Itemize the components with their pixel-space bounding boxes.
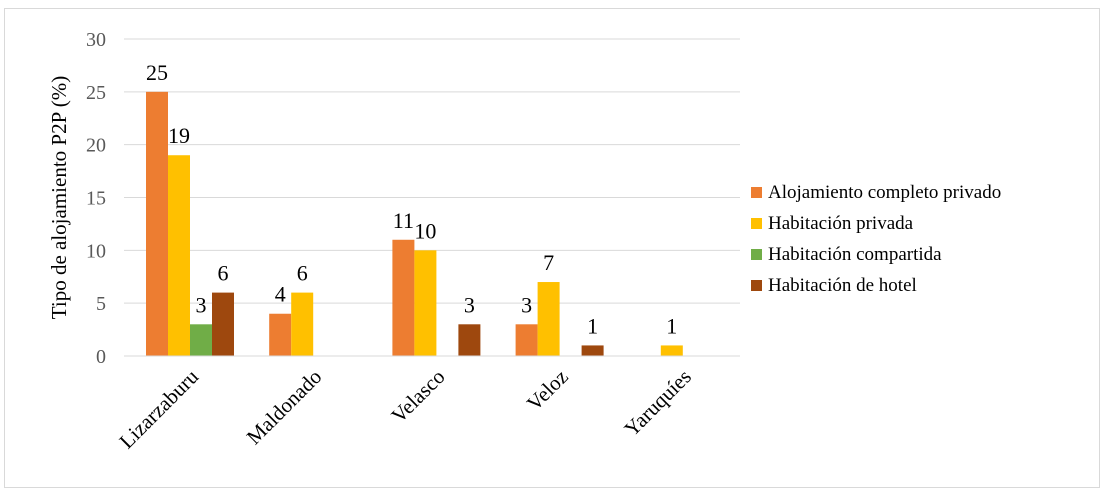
legend-label-1: Habitación privada <box>768 213 914 234</box>
data-label-lizarzaburu-2: 3 <box>196 292 207 317</box>
data-label-yaruquíes-1: 1 <box>666 313 677 338</box>
bar-velasco-1 <box>414 250 437 356</box>
legend-label-2: Habitación compartida <box>768 244 942 265</box>
bar-maldonado-1 <box>291 292 314 356</box>
y-tick-label-5: 5 <box>96 293 106 315</box>
y-tick-label-25: 25 <box>86 82 106 104</box>
bar-veloz-1 <box>537 282 560 356</box>
bar-lizarzaburu-3 <box>212 292 234 356</box>
bar-lizarzaburu-2 <box>190 324 212 356</box>
bar-veloz-3 <box>581 345 604 356</box>
legend-label-3: Habitación de hotel <box>768 275 917 296</box>
y-tick-label-10: 10 <box>86 240 106 262</box>
bar-lizarzaburu-1 <box>168 155 190 356</box>
x-category-label-2: Velasco <box>386 365 449 428</box>
legend-swatch-2 <box>751 249 762 260</box>
bar-maldonado-0 <box>269 313 292 356</box>
data-label-lizarzaburu-3: 6 <box>218 261 229 286</box>
bar-veloz-0 <box>515 324 538 356</box>
bar-lizarzaburu-0 <box>146 91 168 356</box>
x-category-label-1: Maldonado <box>242 365 327 450</box>
legend-label-0: Alojamiento completo privado <box>768 182 1001 203</box>
data-label-maldonado-0: 4 <box>275 282 286 307</box>
y-tick-label-15: 15 <box>86 188 106 210</box>
legend-swatch-3 <box>751 280 762 291</box>
data-label-velasco-3: 3 <box>464 292 475 317</box>
data-label-lizarzaburu-1: 19 <box>168 123 190 148</box>
legend-swatch-0 <box>751 187 762 198</box>
data-label-velasco-0: 11 <box>393 208 414 233</box>
x-category-label-3: Veloz <box>522 365 573 416</box>
x-category-label-0: Lizarzaburu <box>114 364 203 453</box>
y-tick-label-0: 0 <box>96 346 106 368</box>
x-category-label-4: Yaruquíes <box>619 365 696 442</box>
data-label-velasco-1: 10 <box>414 218 436 243</box>
bar-yaruquíes-1 <box>660 345 683 356</box>
y-axis-title: Tipo de alojamiento P2P (%) <box>47 76 71 319</box>
data-label-maldonado-1: 6 <box>297 261 308 286</box>
y-tick-label-30: 30 <box>86 29 106 51</box>
bar-velasco-0 <box>392 239 415 356</box>
bar-velasco-3 <box>458 324 481 356</box>
legend-swatch-1 <box>751 218 762 229</box>
data-label-veloz-0: 3 <box>521 292 532 317</box>
data-label-veloz-1: 7 <box>543 250 554 275</box>
y-tick-label-20: 20 <box>86 135 106 157</box>
data-label-veloz-3: 1 <box>587 313 598 338</box>
data-label-lizarzaburu-0: 25 <box>146 60 168 85</box>
